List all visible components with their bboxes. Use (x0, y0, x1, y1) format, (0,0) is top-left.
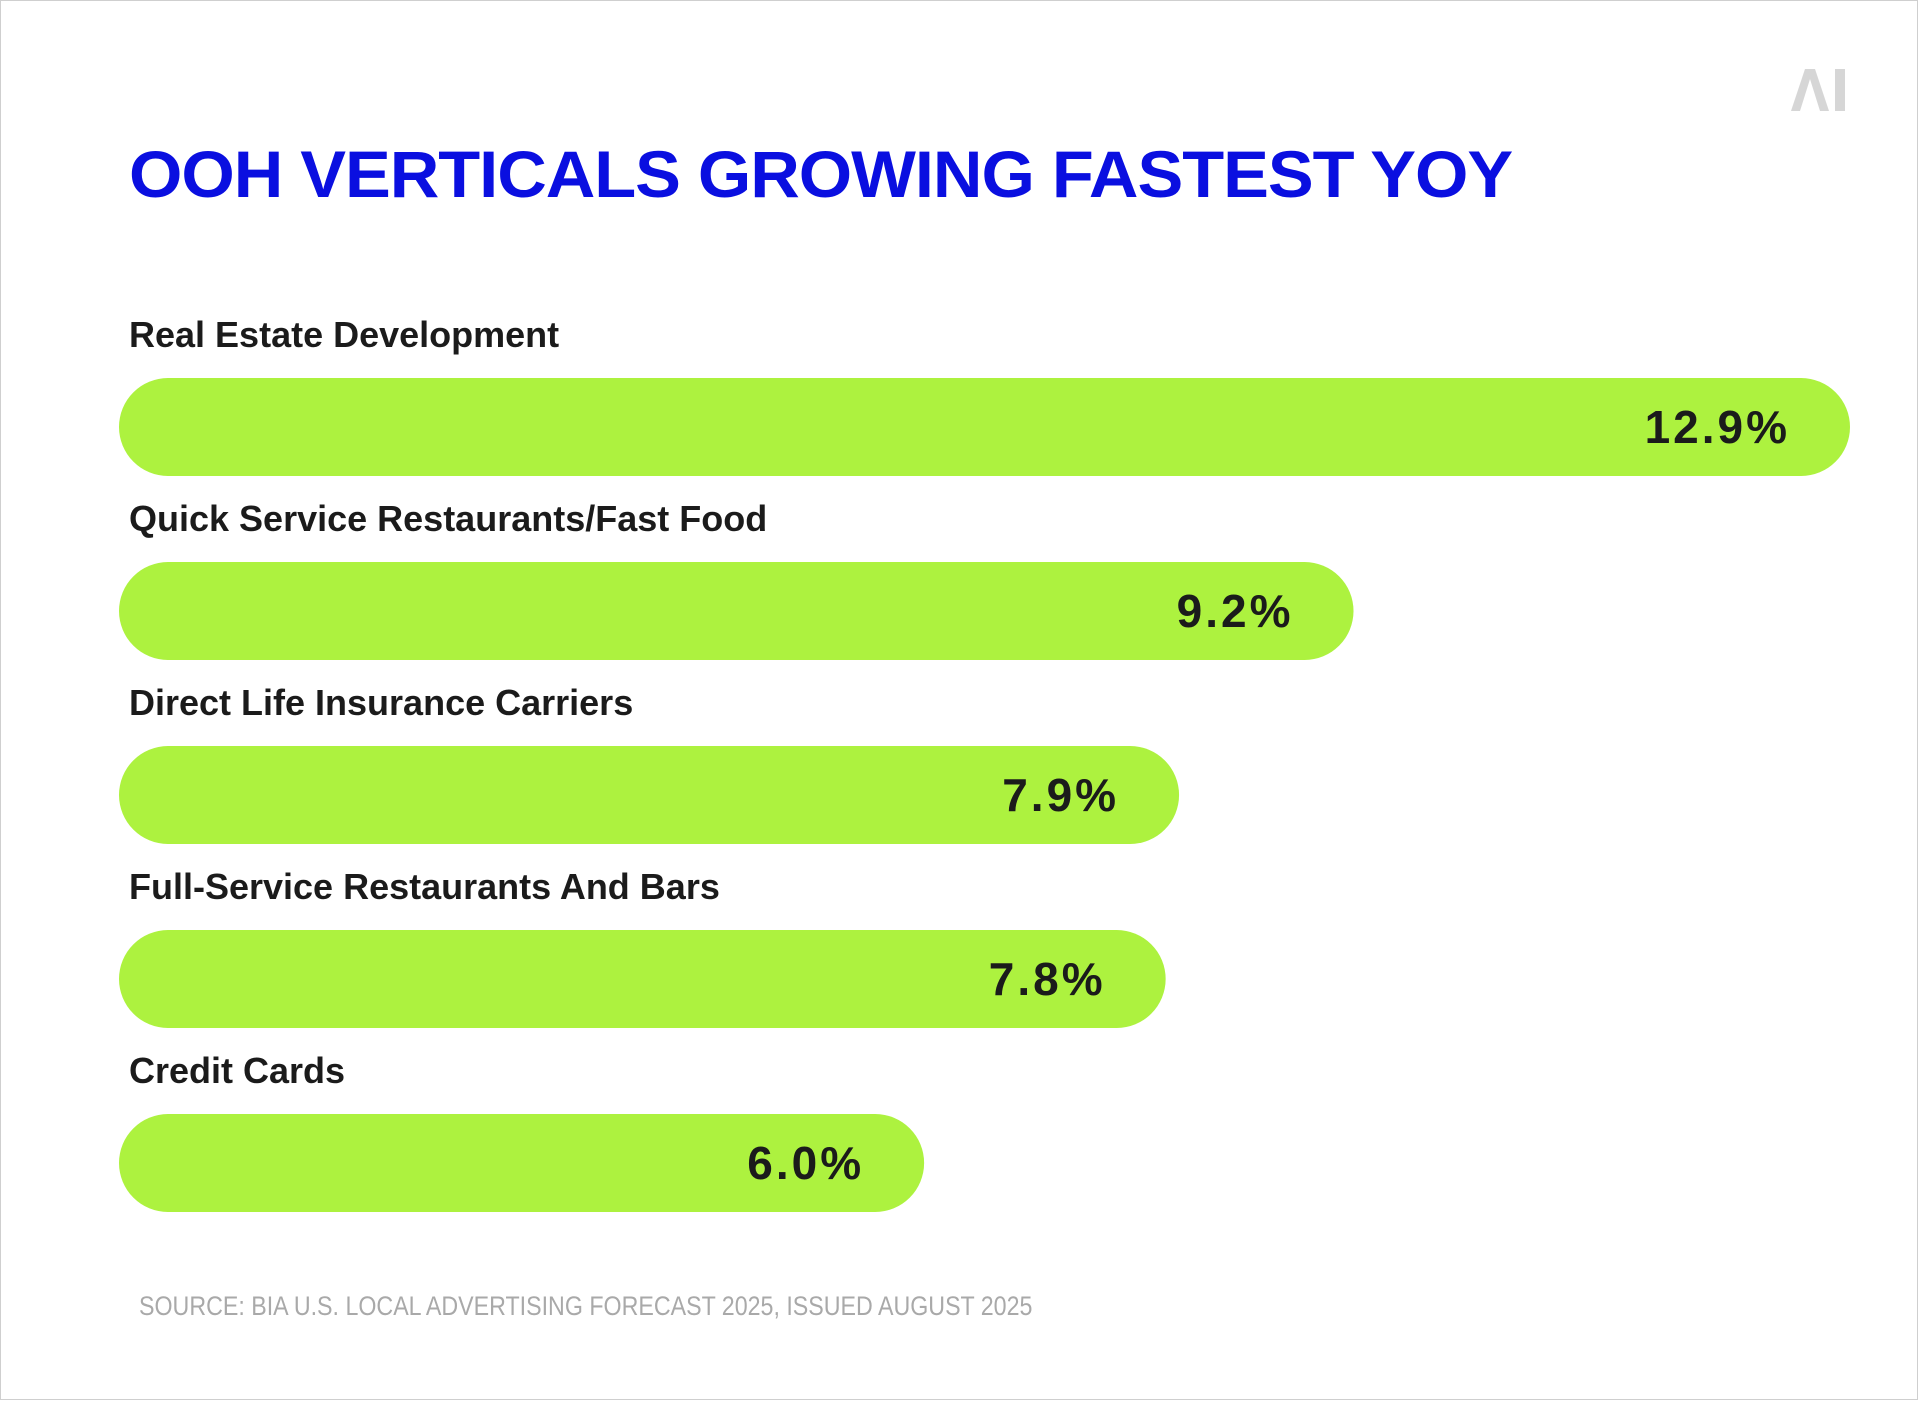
category-label: Direct Life Insurance Carriers (129, 682, 633, 723)
bar (119, 378, 1850, 476)
category-label: Quick Service Restaurants/Fast Food (129, 498, 767, 539)
value-label: 9.2% (1177, 585, 1294, 637)
category-label: Full-Service Restaurants And Bars (129, 866, 720, 907)
brand-logo-icon (1791, 69, 1845, 111)
value-label: 6.0% (747, 1137, 864, 1189)
value-label: 7.8% (989, 953, 1106, 1005)
category-label: Real Estate Development (129, 314, 559, 355)
value-label: 12.9% (1645, 401, 1790, 453)
category-label: Credit Cards (129, 1050, 345, 1091)
bar (119, 1114, 925, 1212)
value-label: 7.9% (1002, 769, 1119, 821)
source-note: SOURCE: BIA U.S. LOCAL ADVERTISING FOREC… (139, 1291, 1033, 1321)
chart-title: OOH VERTICALS GROWING FASTEST YOY (129, 137, 1513, 211)
bar (119, 746, 1180, 844)
bar (119, 930, 1166, 1028)
bar (119, 562, 1354, 660)
